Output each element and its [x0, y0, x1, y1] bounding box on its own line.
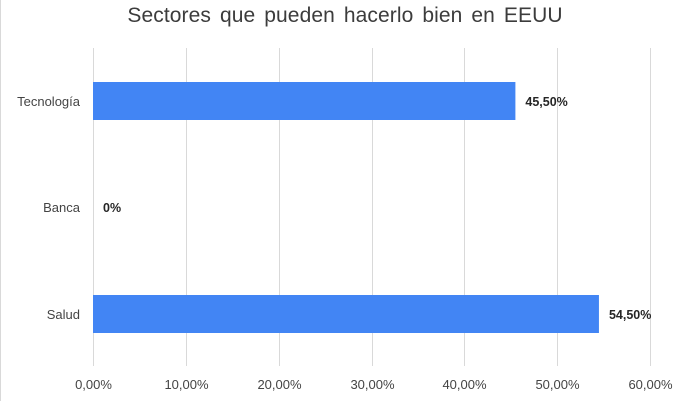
data-label: 45,50% [525, 95, 567, 109]
x-tick-label: 50,00% [535, 377, 580, 392]
category-label: Banca [43, 200, 81, 215]
x-tick-label: 20,00% [257, 377, 302, 392]
left-edge-divider [0, 0, 1, 401]
category-label: Salud [47, 307, 80, 322]
x-tick-label: 30,00% [350, 377, 395, 392]
x-tick-label: 10,00% [164, 377, 209, 392]
bar [93, 82, 516, 120]
chart-title: Sectores que pueden hacerlo bien en EEUU [127, 4, 563, 27]
data-label: 54,50% [609, 308, 651, 322]
x-tick-label: 0,00% [75, 377, 112, 392]
data-label: 0% [103, 201, 121, 215]
x-tick-label: 60,00% [628, 377, 673, 392]
category-label: Tecnología [17, 94, 81, 109]
bar [93, 295, 599, 333]
x-tick-label: 40,00% [442, 377, 487, 392]
